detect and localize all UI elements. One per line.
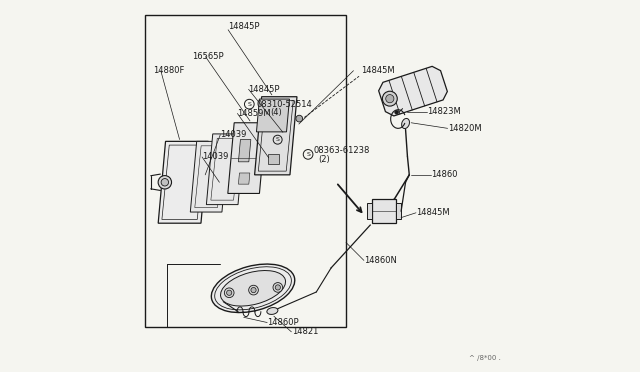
Text: (2): (2)	[318, 155, 330, 164]
Polygon shape	[206, 134, 244, 205]
Text: 14821: 14821	[292, 327, 318, 336]
Circle shape	[296, 115, 303, 122]
Bar	[367, 203, 372, 219]
Bar	[372, 199, 396, 223]
Text: 14880F: 14880F	[152, 66, 184, 75]
Text: 14860P: 14860P	[268, 318, 299, 327]
Bar	[268, 154, 279, 164]
Ellipse shape	[221, 270, 285, 306]
Text: 14039: 14039	[220, 130, 246, 139]
Text: 14845P: 14845P	[248, 85, 280, 94]
Circle shape	[249, 285, 259, 295]
Polygon shape	[379, 66, 447, 116]
Text: 14823M: 14823M	[428, 107, 461, 116]
Polygon shape	[239, 173, 250, 184]
Text: 14845P: 14845P	[228, 22, 260, 31]
Text: 14845M: 14845M	[417, 208, 450, 217]
Text: S: S	[276, 137, 280, 142]
Ellipse shape	[267, 308, 278, 314]
Polygon shape	[158, 141, 209, 223]
Circle shape	[275, 285, 280, 290]
Circle shape	[227, 290, 232, 295]
Bar	[145, 15, 346, 327]
Circle shape	[158, 176, 172, 189]
Polygon shape	[257, 99, 289, 132]
Circle shape	[273, 283, 283, 292]
Text: 14860N: 14860N	[364, 256, 397, 265]
Ellipse shape	[402, 118, 410, 129]
Circle shape	[225, 288, 234, 298]
Bar	[396, 203, 401, 219]
Polygon shape	[190, 141, 228, 212]
Polygon shape	[255, 97, 297, 175]
Text: 14039: 14039	[202, 153, 228, 161]
Text: S: S	[248, 102, 252, 107]
Text: ^ /8*00 .: ^ /8*00 .	[468, 355, 500, 361]
Polygon shape	[239, 140, 251, 162]
Circle shape	[395, 110, 399, 114]
Ellipse shape	[211, 264, 295, 312]
Circle shape	[382, 91, 397, 106]
Text: 14820M: 14820M	[448, 124, 481, 133]
Text: 14845M: 14845M	[361, 66, 394, 75]
Text: 08310-52514: 08310-52514	[256, 100, 312, 109]
Circle shape	[251, 288, 256, 293]
Polygon shape	[228, 123, 266, 193]
Text: 16565P: 16565P	[191, 52, 223, 61]
Circle shape	[386, 94, 394, 103]
Text: (4): (4)	[270, 108, 282, 117]
Text: 08363-61238: 08363-61238	[314, 146, 370, 155]
Text: 14860: 14860	[431, 170, 458, 179]
Text: 14859M: 14859M	[237, 109, 271, 118]
Text: S: S	[306, 152, 310, 157]
Circle shape	[161, 179, 168, 186]
